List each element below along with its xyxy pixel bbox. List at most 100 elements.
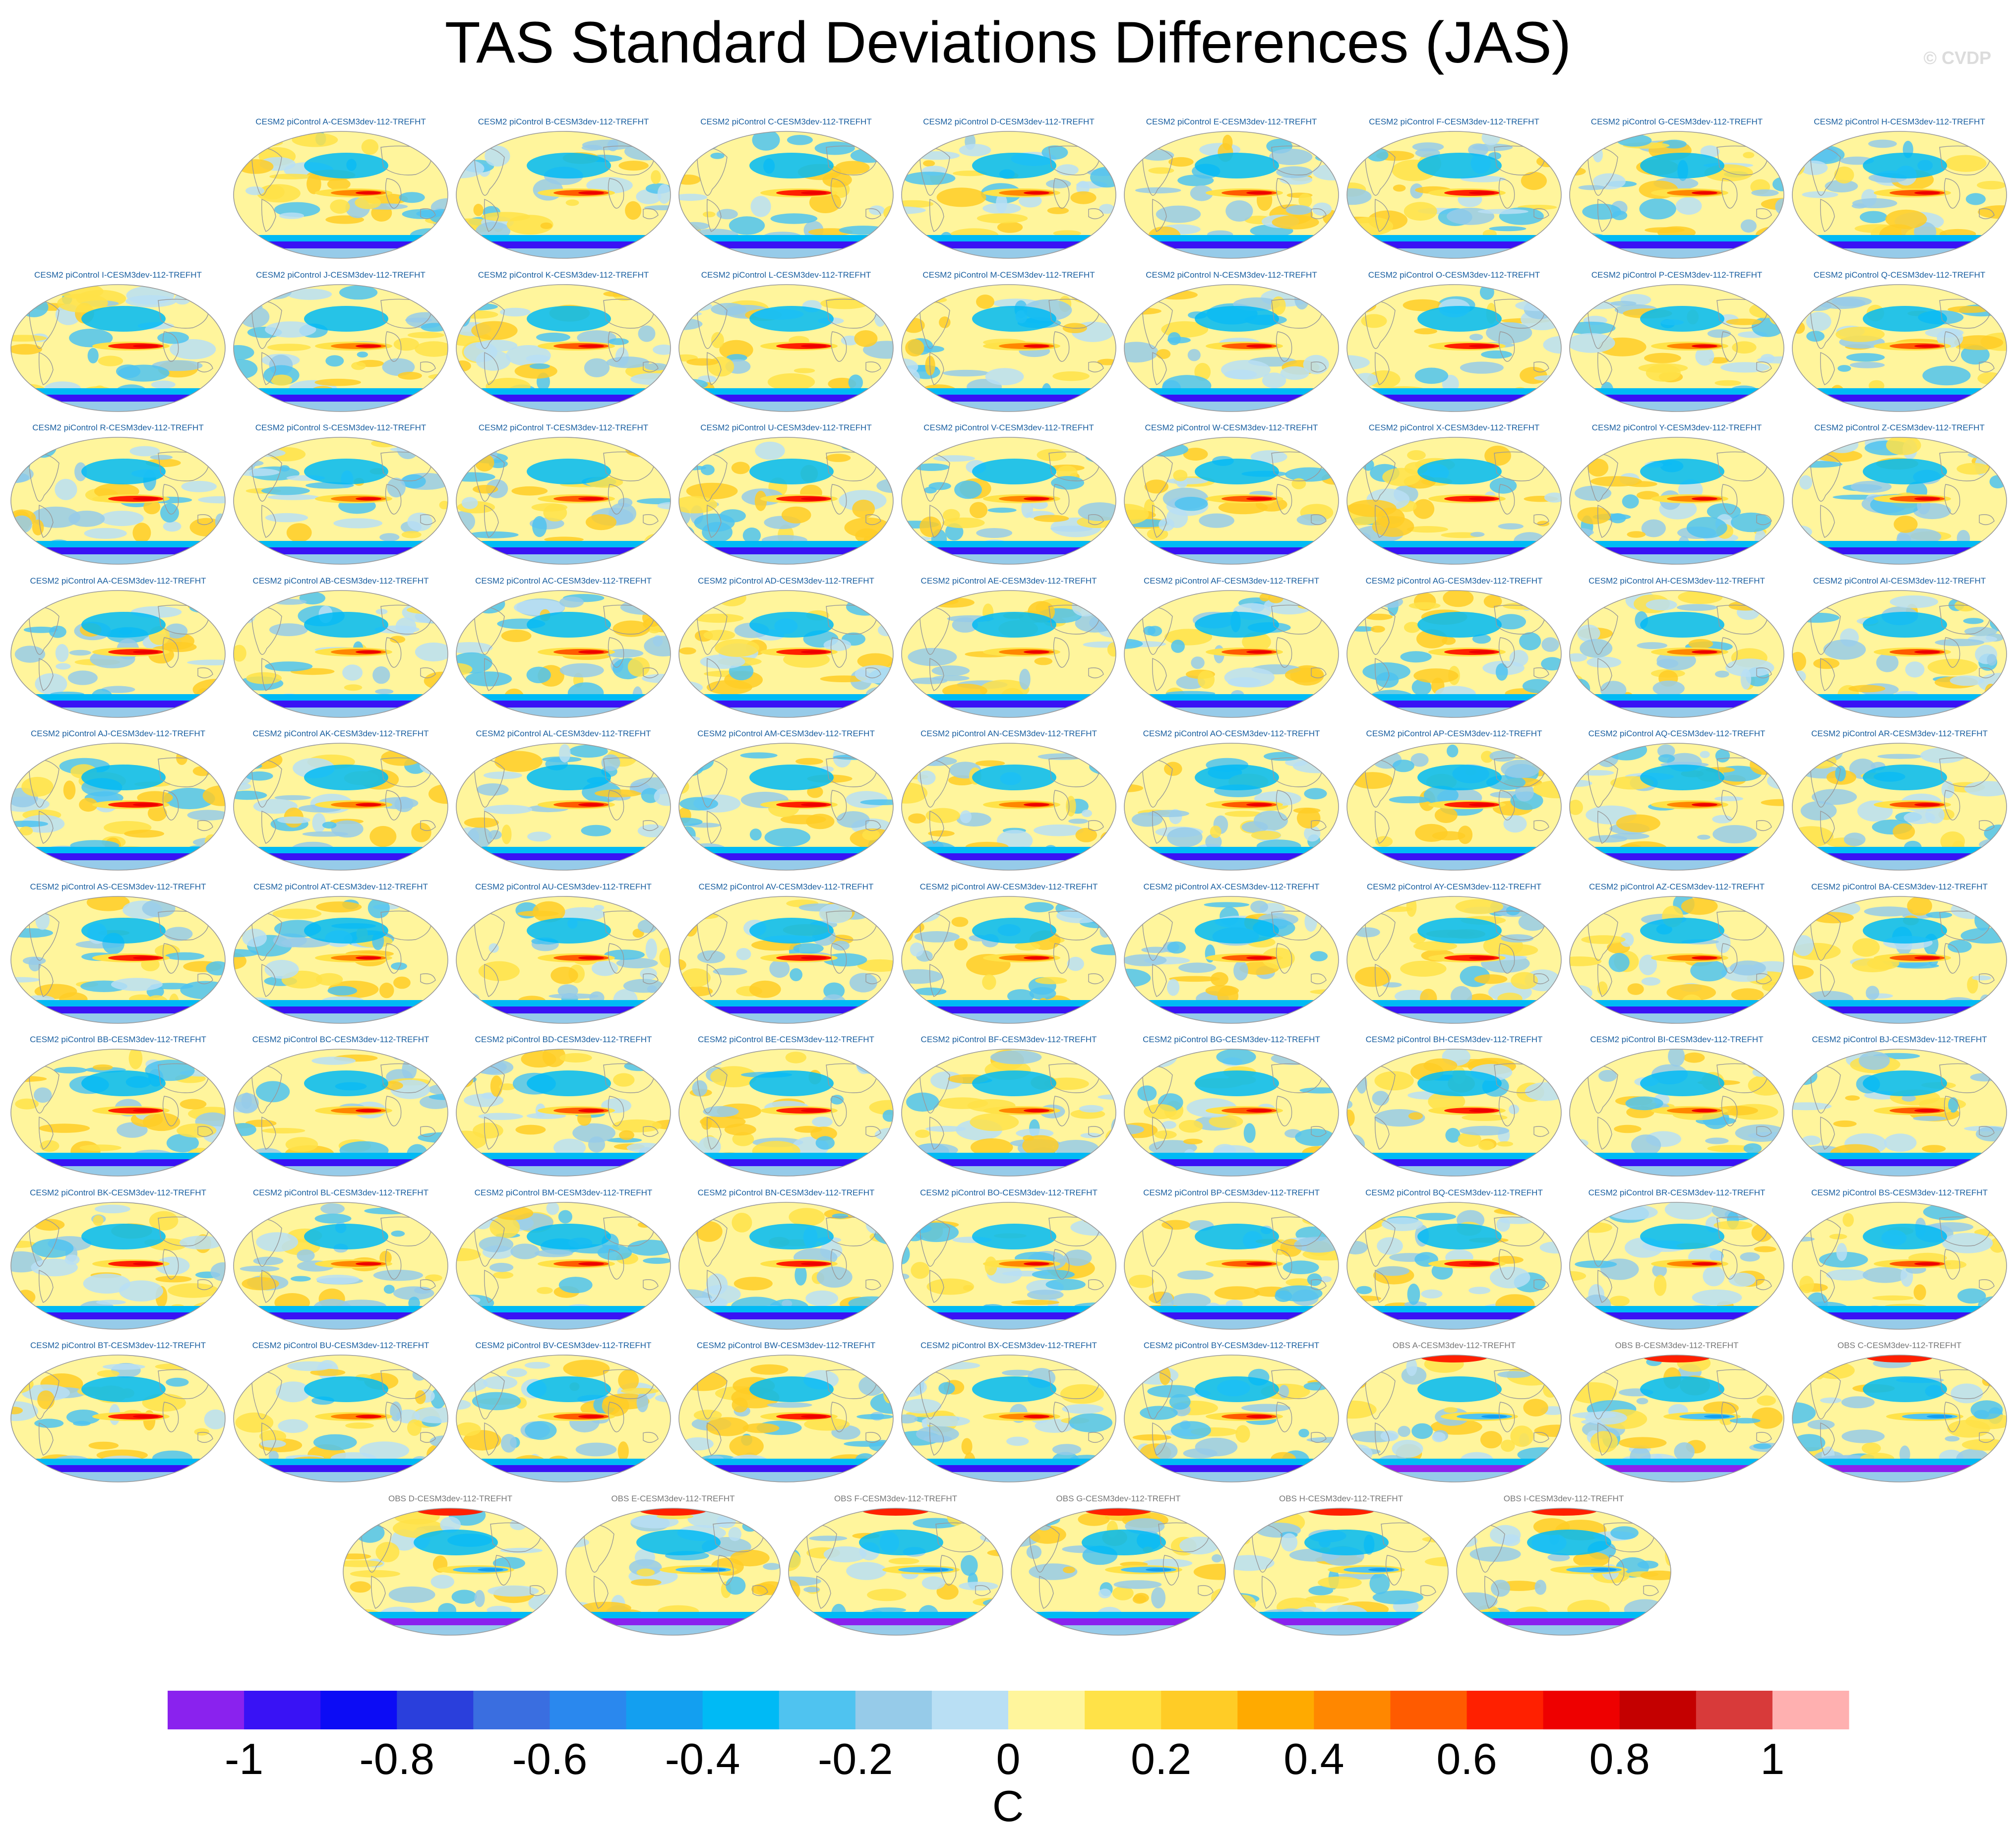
map-plot (678, 896, 894, 1024)
map-plot (1124, 1202, 1339, 1330)
model-map-panel: CESM2 piControl AT-CESM3dev-112-TREFHT (230, 882, 451, 1031)
model-map-panel: CESM2 piControl BM-CESM3dev-112-TREFHT (453, 1188, 674, 1337)
colorbar-swatch (1543, 1691, 1620, 1729)
map-plot (1011, 1508, 1226, 1636)
page-title: TAS Standard Deviations Differences (JAS… (444, 10, 1572, 75)
panel-title: CESM2 piControl BJ-CESM3dev-112-TREFHT (1812, 1035, 1987, 1044)
map-plot (1569, 1202, 1784, 1330)
model-map-panel: CESM2 piControl B-CESM3dev-112-TREFHT (453, 117, 674, 266)
panel-title: CESM2 piControl M-CESM3dev-112-TREFHT (922, 270, 1095, 280)
map-plot (1792, 284, 2007, 412)
panel-title: CESM2 piControl AL-CESM3dev-112-TREFHT (476, 729, 651, 738)
map-plot (565, 1508, 781, 1636)
colorbar-swatch (1237, 1691, 1314, 1729)
colorbar-swatch (473, 1691, 550, 1729)
panel-title: CESM2 piControl AX-CESM3dev-112-TREFHT (1143, 882, 1320, 891)
model-map-panel: CESM2 piControl AF-CESM3dev-112-TREFHT (1121, 576, 1342, 725)
model-map-panel: CESM2 piControl M-CESM3dev-112-TREFHT (898, 270, 1119, 419)
colorbar-tick-label: -0.8 (359, 1734, 434, 1780)
panel-title: CESM2 piControl AZ-CESM3dev-112-TREFHT (1589, 882, 1765, 891)
panel-title: CESM2 piControl AU-CESM3dev-112-TREFHT (475, 882, 652, 891)
panel-title: CESM2 piControl X-CESM3dev-112-TREFHT (1368, 423, 1540, 432)
model-map-panel: CESM2 piControl AN-CESM3dev-112-TREFHT (898, 729, 1119, 878)
panel-title: CESM2 piControl Q-CESM3dev-112-TREFHT (1813, 270, 1986, 280)
map-plot (1124, 896, 1339, 1024)
panel-title: CESM2 piControl K-CESM3dev-112-TREFHT (478, 270, 649, 280)
colorbar-swatch (244, 1691, 321, 1729)
panel-title: OBS C-CESM3dev-112-TREFHT (1837, 1341, 1961, 1350)
model-map-panel: CESM2 piControl AG-CESM3dev-112-TREFHT (1344, 576, 1565, 725)
model-map-panel: CESM2 piControl BE-CESM3dev-112-TREFHT (675, 1035, 897, 1183)
map-plot (678, 131, 894, 259)
map-plot (901, 284, 1116, 412)
panel-title: CESM2 piControl BW-CESM3dev-112-TREFHT (696, 1341, 876, 1350)
model-map-panel: CESM2 piControl AK-CESM3dev-112-TREFHT (230, 729, 451, 878)
map-plot (1569, 131, 1784, 259)
map-plot (901, 743, 1116, 871)
model-map-panel: CESM2 piControl AM-CESM3dev-112-TREFHT (675, 729, 897, 878)
panel-title: CESM2 piControl G-CESM3dev-112-TREFHT (1590, 117, 1763, 126)
map-plot (1124, 1355, 1339, 1482)
panel-title: OBS A-CESM3dev-112-TREFHT (1392, 1341, 1516, 1350)
map-plot (901, 437, 1116, 565)
panel-title: CESM2 piControl N-CESM3dev-112-TREFHT (1146, 270, 1317, 280)
colorbar-swatch (1619, 1691, 1697, 1729)
panel-title: CESM2 piControl B-CESM3dev-112-TREFHT (478, 117, 649, 126)
map-plot (901, 1202, 1116, 1330)
model-map-panel: CESM2 piControl BG-CESM3dev-112-TREFHT (1121, 1035, 1342, 1183)
model-map-panel: CESM2 piControl BY-CESM3dev-112-TREFHT (1121, 1341, 1342, 1489)
model-map-panel: CESM2 piControl F-CESM3dev-112-TREFHT (1344, 117, 1565, 266)
map-plot (678, 590, 894, 718)
map-plot (788, 1508, 1003, 1636)
model-map-panel: CESM2 piControl BP-CESM3dev-112-TREFHT (1121, 1188, 1342, 1337)
map-plot (1346, 1355, 1562, 1482)
panel-title: CESM2 piControl BH-CESM3dev-112-TREFHT (1365, 1035, 1543, 1044)
model-map-panel: CESM2 piControl AH-CESM3dev-112-TREFHT (1566, 576, 1787, 725)
model-map-panel: CESM2 piControl V-CESM3dev-112-TREFHT (898, 423, 1119, 572)
panel-title: OBS E-CESM3dev-112-TREFHT (611, 1494, 735, 1503)
map-plot (10, 1355, 226, 1482)
model-map-panel: CESM2 piControl BX-CESM3dev-112-TREFHT (898, 1341, 1119, 1489)
model-map-panel: CESM2 piControl AQ-CESM3dev-112-TREFHT (1566, 729, 1787, 878)
colorbar-swatch (168, 1691, 244, 1729)
panel-title: CESM2 piControl Y-CESM3dev-112-TREFHT (1591, 423, 1762, 432)
model-map-panel: CESM2 piControl AZ-CESM3dev-112-TREFHT (1566, 882, 1787, 1031)
panel-title: CESM2 piControl BN-CESM3dev-112-TREFHT (697, 1188, 875, 1197)
map-plot (678, 1049, 894, 1177)
model-map-panel: CESM2 piControl D-CESM3dev-112-TREFHT (898, 117, 1119, 266)
panel-title: CESM2 piControl AG-CESM3dev-112-TREFHT (1365, 576, 1543, 586)
map-plot (678, 284, 894, 412)
map-plot (10, 743, 226, 871)
map-plot (233, 131, 448, 259)
panel-title: CESM2 piControl S-CESM3dev-112-TREFHT (255, 423, 427, 432)
panel-title: CESM2 piControl AT-CESM3dev-112-TREFHT (253, 882, 428, 891)
colorbar-swatch (1466, 1691, 1544, 1729)
map-plot (10, 590, 226, 718)
colorbar-tick-label: -0.4 (665, 1734, 740, 1780)
panel-title: CESM2 piControl BS-CESM3dev-112-TREFHT (1811, 1188, 1988, 1197)
map-plot (233, 1355, 448, 1482)
panel-title: CESM2 piControl AI-CESM3dev-112-TREFHT (1813, 576, 1986, 586)
panel-title: CESM2 piControl A-CESM3dev-112-TREFHT (255, 117, 426, 126)
map-plot (1792, 437, 2007, 565)
model-map-panel: CESM2 piControl BS-CESM3dev-112-TREFHT (1789, 1188, 2010, 1337)
panel-title: CESM2 piControl AF-CESM3dev-112-TREFHT (1144, 576, 1319, 586)
map-plot (456, 743, 671, 871)
map-plot (1346, 1049, 1562, 1177)
panel-title: CESM2 piControl BM-CESM3dev-112-TREFHT (474, 1188, 653, 1197)
panel-title: OBS G-CESM3dev-112-TREFHT (1056, 1494, 1181, 1503)
panel-title: CESM2 piControl AA-CESM3dev-112-TREFHT (30, 576, 206, 586)
panel-title: CESM2 piControl AB-CESM3dev-112-TREFHT (252, 576, 429, 586)
model-map-panel: CESM2 piControl U-CESM3dev-112-TREFHT (675, 423, 897, 572)
map-plot (456, 284, 671, 412)
map-plot (233, 743, 448, 871)
model-map-panel: CESM2 piControl BN-CESM3dev-112-TREFHT (675, 1188, 897, 1337)
panel-title: CESM2 piControl BL-CESM3dev-112-TREFHT (253, 1188, 428, 1197)
map-plot (1792, 1202, 2007, 1330)
colorbar-tick-label: 0.4 (1283, 1734, 1344, 1780)
model-map-panel: CESM2 piControl AB-CESM3dev-112-TREFHT (230, 576, 451, 725)
map-plot (233, 896, 448, 1024)
map-plot (233, 590, 448, 718)
model-map-panel: CESM2 piControl Y-CESM3dev-112-TREFHT (1566, 423, 1787, 572)
panel-title: CESM2 piControl AD-CESM3dev-112-TREFHT (698, 576, 874, 586)
